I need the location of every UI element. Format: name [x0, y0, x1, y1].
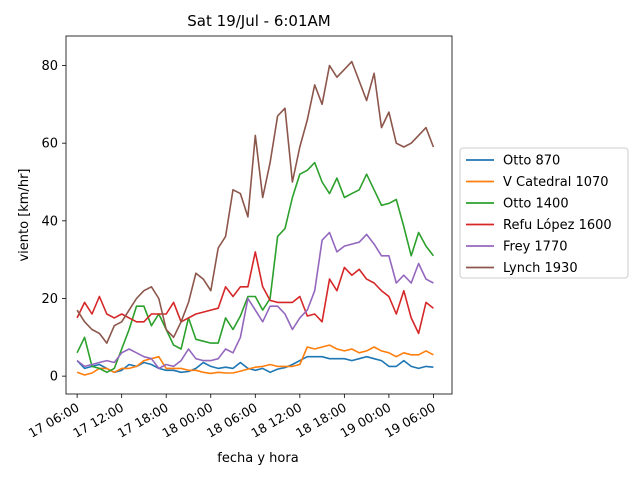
legend-label-4: Frey 1770: [503, 240, 568, 255]
series-line-4: [76, 231, 434, 370]
legend-label-5: Lynch 1930: [503, 261, 578, 276]
y-axis-label: viento [km/hr]: [17, 168, 32, 261]
legend-box: [459, 147, 629, 279]
series-line-1: [76, 344, 434, 376]
series-line-3: [76, 251, 434, 335]
legend-label-2: Otto 1400: [503, 197, 569, 212]
legend-label-1: V Catedral 1070: [503, 175, 609, 190]
y-tick-label: 40: [41, 214, 58, 229]
legend-label-0: Otto 870: [503, 154, 560, 169]
x-axis-label: fecha y hora: [217, 451, 298, 466]
axes-frame: [65, 35, 453, 395]
y-tick-label: 60: [41, 137, 58, 152]
y-tick-label: 80: [41, 59, 58, 74]
legend: Otto 870 V Catedral 1070 Otto 1400 Refu Lóp…: [459, 147, 629, 279]
y-tick-label: 20: [41, 292, 58, 307]
legend-label-3: Refu López 1600: [503, 218, 612, 233]
series-line-2: [76, 161, 435, 374]
chart-title: Sat 19/Jul - 6:01AM: [187, 12, 330, 30]
series-layer: [76, 60, 435, 376]
y-axis: 0 20 40 60 80: [41, 59, 66, 385]
series-line-5: [76, 60, 435, 344]
y-tick-label: 0: [50, 370, 58, 385]
